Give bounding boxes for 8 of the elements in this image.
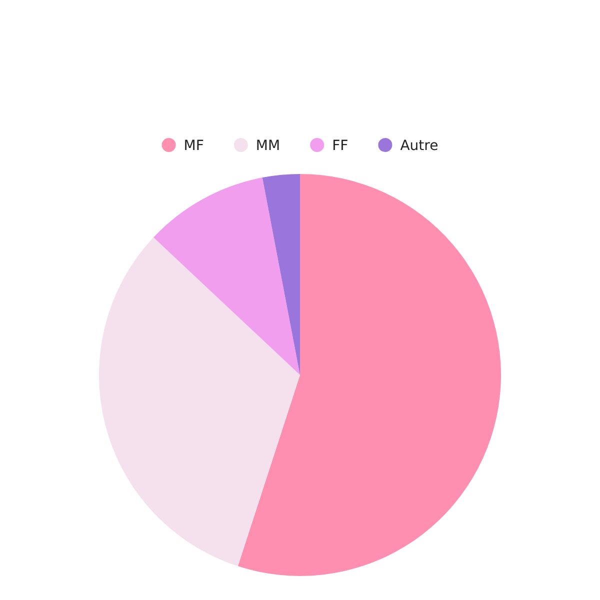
- pie-slice: [99, 237, 300, 566]
- pie-slice: [262, 174, 300, 375]
- pie-slice: [153, 178, 300, 375]
- legend-label: Autre: [400, 138, 438, 154]
- legend-label: MM: [256, 138, 280, 154]
- legend-label: MF: [184, 138, 204, 154]
- legend-label: FF: [332, 138, 348, 154]
- pie-slice: [238, 174, 501, 576]
